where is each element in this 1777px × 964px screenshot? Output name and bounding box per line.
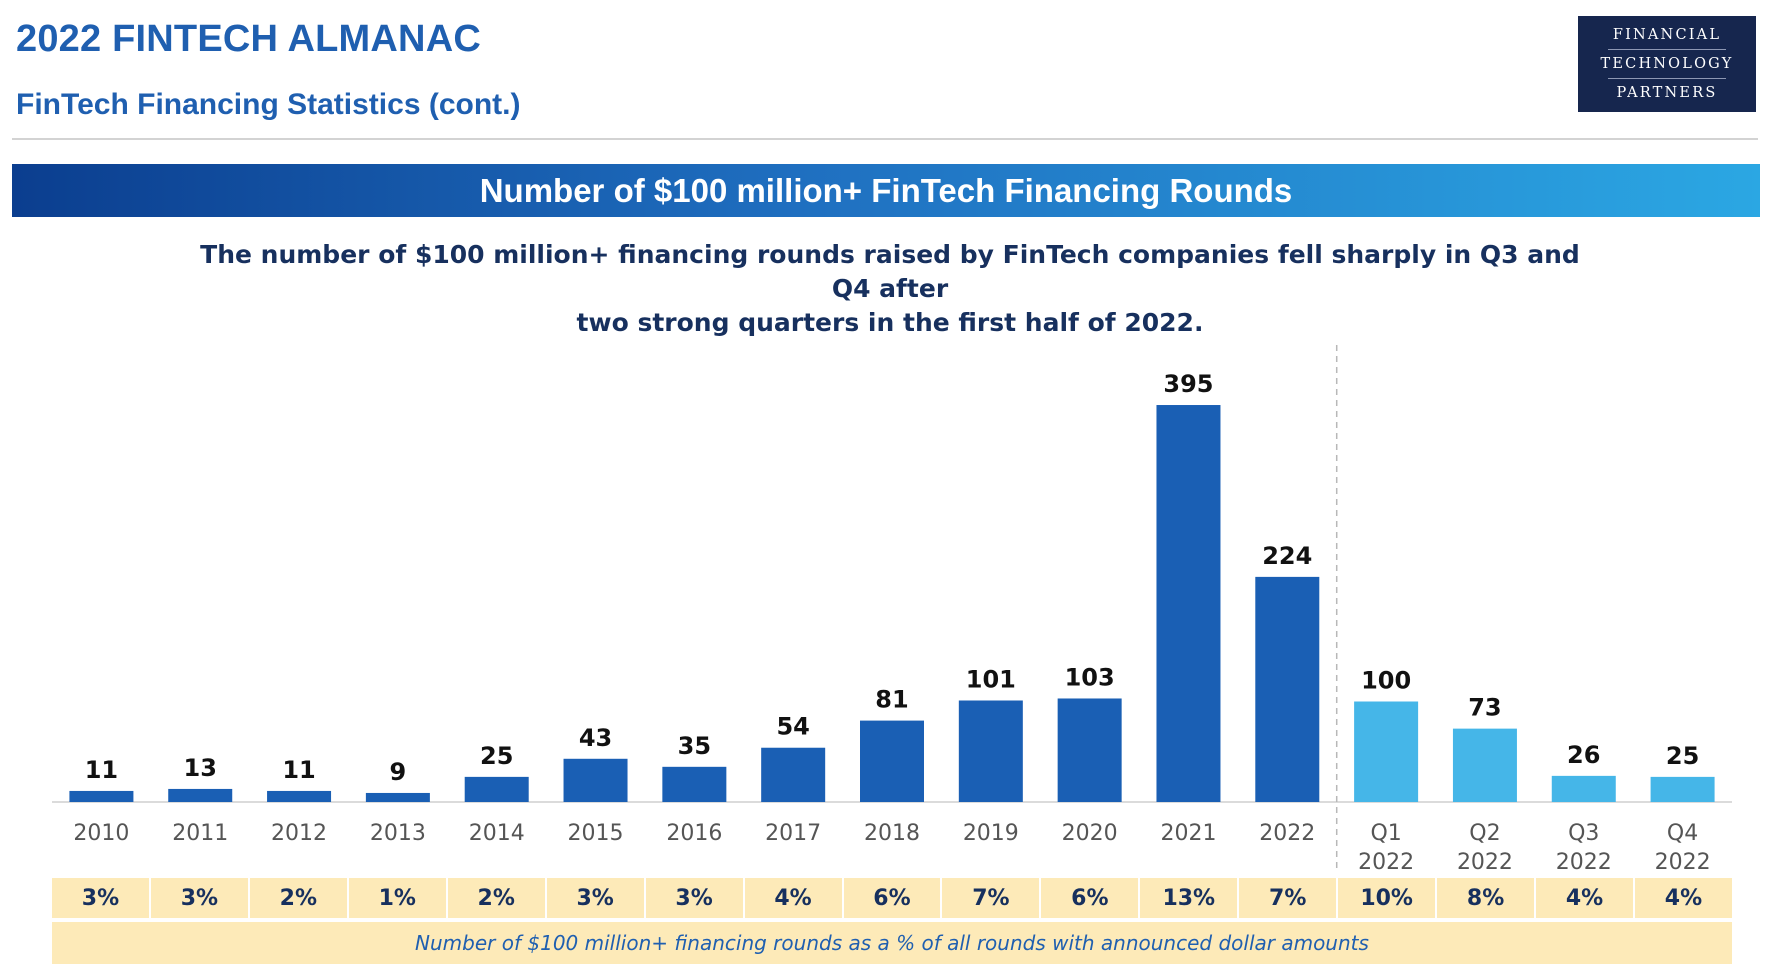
bar-0 (69, 790, 134, 802)
x-tick-label-0: 2010 (73, 821, 129, 846)
data-label-8: 81 (875, 686, 908, 714)
percent-cell-3: 1% (349, 878, 448, 918)
x-tick-label-14-1: 2022 (1457, 850, 1513, 875)
bar-2 (267, 790, 332, 802)
x-tick-label-5: 2015 (568, 821, 624, 846)
percent-caption: Number of $100 million+ financing rounds… (52, 922, 1732, 964)
x-tick-label-7: 2017 (765, 821, 821, 846)
x-tick-label-13-1: 2022 (1358, 850, 1414, 875)
percent-of-rounds-row: 3% 3% 2% 1% 2% 3% 3% 4% 6% 7% 6% 13% 7% 10% 8% 4% 4% (52, 878, 1732, 918)
data-label-10: 103 (1065, 663, 1115, 691)
chart-description: The number of $100 million+ financing ro… (180, 238, 1600, 340)
x-tick-label-11: 2021 (1160, 821, 1216, 846)
page-title: 2022 FINTECH ALMANAC (16, 18, 481, 60)
header-divider (12, 138, 1758, 140)
data-label-6: 35 (678, 732, 711, 760)
data-label-3: 9 (390, 758, 407, 786)
logo-line-financial: FINANCIAL (1612, 27, 1722, 43)
bar-16 (1650, 776, 1715, 802)
percent-cell-8: 6% (844, 878, 943, 918)
x-tick-label-15-0: Q3 (1568, 821, 1599, 846)
section-banner: Number of $100 million+ FinTech Financin… (12, 164, 1760, 217)
percent-cell-14: 8% (1437, 878, 1537, 918)
percent-cell-13: 10% (1338, 878, 1438, 918)
data-label-15: 26 (1567, 741, 1600, 769)
x-tick-label-10: 2020 (1062, 821, 1118, 846)
x-tick-label-1: 2011 (172, 821, 228, 846)
data-label-5: 43 (579, 724, 612, 752)
bar-12 (1255, 576, 1320, 802)
percent-cell-11: 13% (1140, 878, 1240, 918)
x-tick-label-4: 2014 (469, 821, 525, 846)
x-tick-label-9: 2019 (963, 821, 1019, 846)
x-tick-label-2: 2012 (271, 821, 327, 846)
bar-11 (1156, 405, 1221, 802)
percent-cell-16: 4% (1664, 885, 1703, 911)
bar-10 (1057, 698, 1122, 802)
bar-7 (761, 747, 826, 802)
bar-3 (365, 792, 430, 802)
data-label-9: 101 (966, 665, 1016, 693)
logo-divider (1608, 78, 1726, 79)
x-tick-label-13-0: Q1 (1370, 821, 1401, 846)
bar-6 (662, 766, 727, 802)
percent-cell-2: 2% (250, 878, 349, 918)
bar-14 (1452, 728, 1517, 802)
x-tick-label-3: 2013 (370, 821, 426, 846)
percent-cell-4: 2% (448, 878, 547, 918)
x-tick-label-12: 2022 (1259, 821, 1315, 846)
percent-cell-9: 7% (942, 878, 1042, 918)
company-logo: FINANCIAL TECHNOLOGY PARTNERS (1578, 16, 1756, 112)
chart-title: Number of $100 million+ FinTech Financin… (479, 171, 1293, 209)
bar-13 (1354, 701, 1419, 802)
percent-cell-6: 3% (646, 878, 745, 918)
x-tick-label-8: 2018 (864, 821, 920, 846)
bar-15 (1551, 775, 1616, 802)
x-tick-label-15-1: 2022 (1556, 850, 1612, 875)
data-label-16: 25 (1666, 742, 1699, 770)
data-label-7: 54 (776, 713, 809, 741)
data-label-2: 11 (282, 756, 315, 784)
percent-cell-5: 3% (547, 878, 646, 918)
percent-cell-0: 3% (52, 878, 151, 918)
percent-cell-12: 7% (1239, 878, 1339, 918)
bar-8 (860, 720, 924, 802)
data-label-13: 100 (1361, 667, 1411, 695)
description-line-1: The number of $100 million+ financing ro… (200, 240, 1580, 303)
bar-1 (168, 788, 233, 802)
logo-line-partners: PARTNERS (1616, 85, 1718, 101)
data-label-1: 13 (184, 754, 217, 782)
percent-cell-7: 4% (745, 878, 844, 918)
page-subtitle: FinTech Financing Statistics (cont.) (16, 88, 521, 121)
data-label-14: 73 (1468, 694, 1501, 722)
description-line-2: two strong quarters in the first half of… (576, 308, 1204, 337)
x-tick-label-6: 2016 (666, 821, 722, 846)
percent-cell-1: 3% (151, 878, 250, 918)
data-label-12: 224 (1262, 542, 1312, 570)
bar-5 (563, 758, 628, 802)
data-label-0: 11 (85, 756, 118, 784)
x-tick-label-14-0: Q2 (1469, 821, 1500, 846)
data-label-11: 395 (1163, 370, 1213, 398)
logo-divider (1608, 49, 1726, 50)
data-label-4: 25 (480, 742, 513, 770)
percent-cell-15: 4% (1536, 878, 1635, 918)
x-tick-label-16-1: 2022 (1655, 850, 1711, 875)
logo-line-technology: TECHNOLOGY (1600, 56, 1734, 72)
percent-cell-10: 6% (1041, 878, 1141, 918)
bar-9 (958, 700, 1023, 802)
bar-4 (464, 776, 529, 802)
x-tick-label-16-0: Q4 (1667, 821, 1698, 846)
